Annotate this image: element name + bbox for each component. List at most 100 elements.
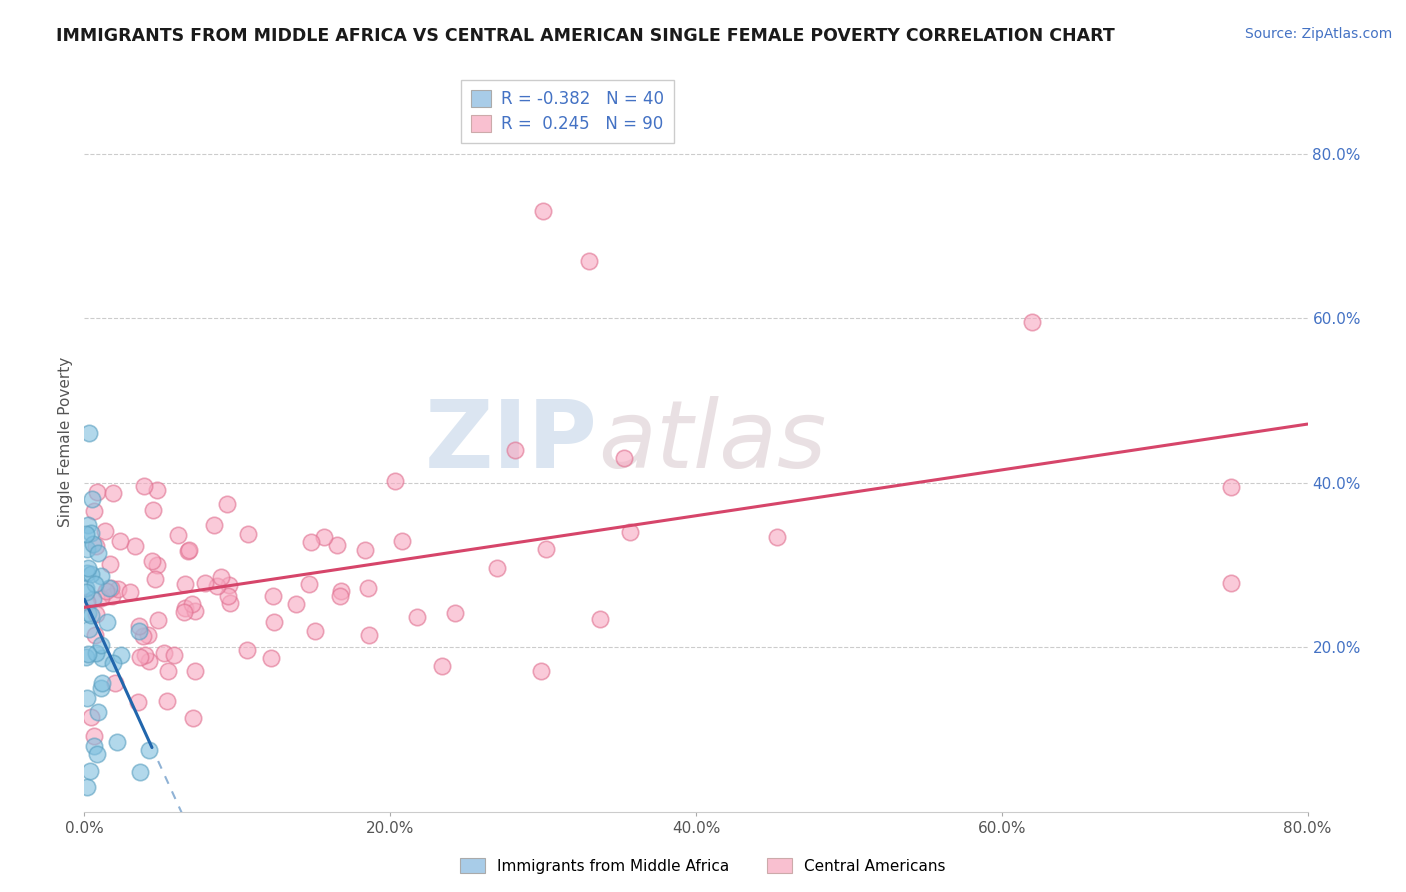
- Point: [90, 675, 112, 690]
- Point: [217, 590, 239, 604]
- Point: [86, 747, 108, 761]
- Point: [444, 606, 467, 620]
- Point: [76, 648, 98, 662]
- Point: [180, 597, 202, 611]
- Point: [430, 659, 453, 673]
- Point: [589, 612, 612, 626]
- Point: [83, 576, 105, 591]
- Point: [194, 576, 217, 591]
- Point: [75, 584, 97, 599]
- Point: [90, 681, 112, 695]
- Point: [619, 525, 641, 540]
- Point: [82, 591, 104, 606]
- Point: [1220, 576, 1243, 591]
- Point: [80, 566, 103, 581]
- Point: [87, 705, 110, 719]
- Point: [76, 541, 98, 556]
- Point: [80, 492, 103, 507]
- Point: [177, 542, 200, 557]
- Point: [174, 600, 197, 615]
- Point: [1021, 315, 1043, 329]
- Legend: Immigrants from Middle Africa, Central Americans: Immigrants from Middle Africa, Central A…: [454, 852, 952, 880]
- Point: [503, 443, 526, 458]
- Point: [138, 743, 160, 757]
- Point: [132, 479, 155, 493]
- Point: [578, 253, 600, 268]
- Point: [263, 615, 285, 629]
- Point: [129, 649, 152, 664]
- Point: [110, 648, 132, 663]
- Point: [86, 485, 108, 500]
- Point: [391, 534, 413, 549]
- Point: [107, 582, 129, 596]
- Point: [146, 558, 169, 572]
- Point: [299, 535, 322, 549]
- Point: [143, 572, 166, 586]
- Point: [184, 604, 207, 618]
- Point: [76, 595, 98, 609]
- Point: [217, 497, 239, 511]
- Point: [173, 605, 195, 619]
- Point: [356, 582, 378, 596]
- Point: [184, 664, 207, 678]
- Text: Source: ZipAtlas.com: Source: ZipAtlas.com: [1244, 27, 1392, 41]
- Point: [124, 539, 146, 553]
- Point: [104, 676, 127, 690]
- Point: [83, 729, 105, 743]
- Point: [134, 648, 156, 663]
- Point: [79, 607, 101, 622]
- Point: [90, 591, 112, 606]
- Point: [218, 596, 240, 610]
- Point: [77, 518, 100, 533]
- Point: [100, 581, 122, 595]
- Point: [101, 589, 124, 603]
- Point: [75, 650, 97, 665]
- Point: [83, 739, 105, 753]
- Point: [530, 665, 553, 679]
- Legend: R = -0.382   N = 40, R =  0.245   N = 90: R = -0.382 N = 40, R = 0.245 N = 90: [461, 79, 673, 143]
- Point: [76, 690, 98, 705]
- Point: [314, 530, 336, 544]
- Point: [236, 643, 259, 657]
- Text: atlas: atlas: [598, 396, 827, 487]
- Point: [262, 589, 284, 603]
- Point: [167, 527, 190, 541]
- Point: [77, 561, 100, 575]
- Point: [354, 543, 377, 558]
- Point: [205, 579, 228, 593]
- Point: [174, 577, 197, 591]
- Point: [766, 530, 789, 544]
- Point: [330, 584, 353, 599]
- Point: [128, 624, 150, 639]
- Point: [153, 646, 176, 660]
- Point: [84, 646, 107, 660]
- Point: [75, 527, 97, 541]
- Point: [163, 648, 186, 662]
- Point: [209, 570, 232, 584]
- Point: [94, 524, 117, 538]
- Point: [82, 537, 104, 551]
- Point: [76, 780, 98, 794]
- Point: [86, 546, 108, 560]
- Point: [325, 538, 347, 552]
- Point: [613, 451, 636, 466]
- Point: [108, 534, 131, 549]
- Point: [120, 584, 142, 599]
- Point: [98, 557, 121, 571]
- Point: [97, 582, 120, 596]
- Point: [84, 539, 107, 553]
- Point: [329, 589, 352, 603]
- Point: [138, 653, 160, 667]
- Point: [75, 581, 97, 595]
- Point: [77, 426, 100, 441]
- Point: [142, 503, 165, 517]
- Point: [96, 615, 118, 629]
- Text: IMMIGRANTS FROM MIDDLE AFRICA VS CENTRAL AMERICAN SINGLE FEMALE POVERTY CORRELAT: IMMIGRANTS FROM MIDDLE AFRICA VS CENTRAL…: [56, 27, 1115, 45]
- Point: [146, 483, 169, 497]
- Point: [148, 614, 170, 628]
- Point: [80, 526, 103, 541]
- Point: [77, 623, 100, 637]
- Point: [90, 638, 112, 652]
- Point: [132, 629, 155, 643]
- Point: [80, 710, 103, 724]
